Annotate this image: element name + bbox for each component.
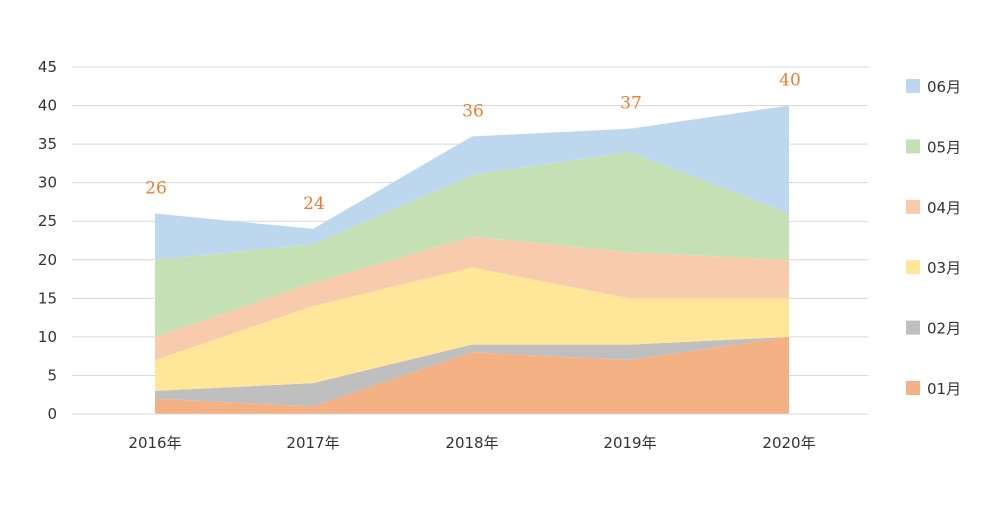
legend-label: 04月 — [927, 199, 961, 217]
legend-label: 06月 — [927, 78, 961, 96]
area-series-02月 — [155, 336, 789, 407]
y-tick-label: 10 — [38, 328, 57, 346]
x-tick-label: 2019年 — [603, 434, 656, 452]
legend-swatch — [906, 320, 920, 335]
area-series-06月 — [155, 105, 789, 260]
y-tick-label: 30 — [38, 174, 57, 192]
total-data-label: 24 — [303, 194, 325, 214]
plot-areas — [155, 105, 789, 414]
legend-swatch — [906, 139, 920, 154]
total-data-label: 37 — [620, 94, 642, 114]
legend-label: 01月 — [927, 380, 961, 398]
total-labels: 26 24 36 37 40 — [145, 71, 801, 214]
y-tick-label: 25 — [38, 212, 57, 230]
legend-swatch — [906, 79, 920, 93]
y-tick-label: 35 — [38, 135, 57, 153]
total-data-label: 40 — [779, 71, 801, 91]
legend-label: 03月 — [927, 259, 961, 277]
legend-swatch — [906, 260, 920, 275]
y-tick-label: 0 — [47, 405, 57, 423]
y-tick-label: 15 — [38, 289, 57, 307]
y-tick-label: 20 — [38, 251, 57, 269]
area-series-01月 — [155, 336, 789, 414]
area-series-04月 — [155, 236, 789, 361]
y-tick-label: 5 — [47, 366, 57, 384]
axes: 0 5 10 15 20 25 30 35 40 45 2016年 2017年 2018年 2019年 20… — [38, 58, 868, 452]
area-series-05月 — [155, 151, 789, 337]
total-data-label: 36 — [462, 101, 484, 121]
legend: 06月 05月 04月 03月 02月 01月 — [906, 78, 961, 398]
x-tick-label: 2016年 — [128, 434, 181, 452]
legend-label: 05月 — [927, 138, 961, 156]
x-tick-label: 2018年 — [445, 434, 498, 452]
total-data-label: 26 — [145, 179, 167, 199]
legend-label: 02月 — [927, 320, 961, 338]
x-tick-label: 2017年 — [286, 434, 339, 452]
y-tick-label: 45 — [38, 58, 57, 76]
y-tick-label: 40 — [38, 97, 57, 115]
x-tick-label: 2020年 — [762, 434, 815, 452]
legend-swatch — [906, 199, 920, 214]
legend-swatch — [906, 381, 920, 395]
